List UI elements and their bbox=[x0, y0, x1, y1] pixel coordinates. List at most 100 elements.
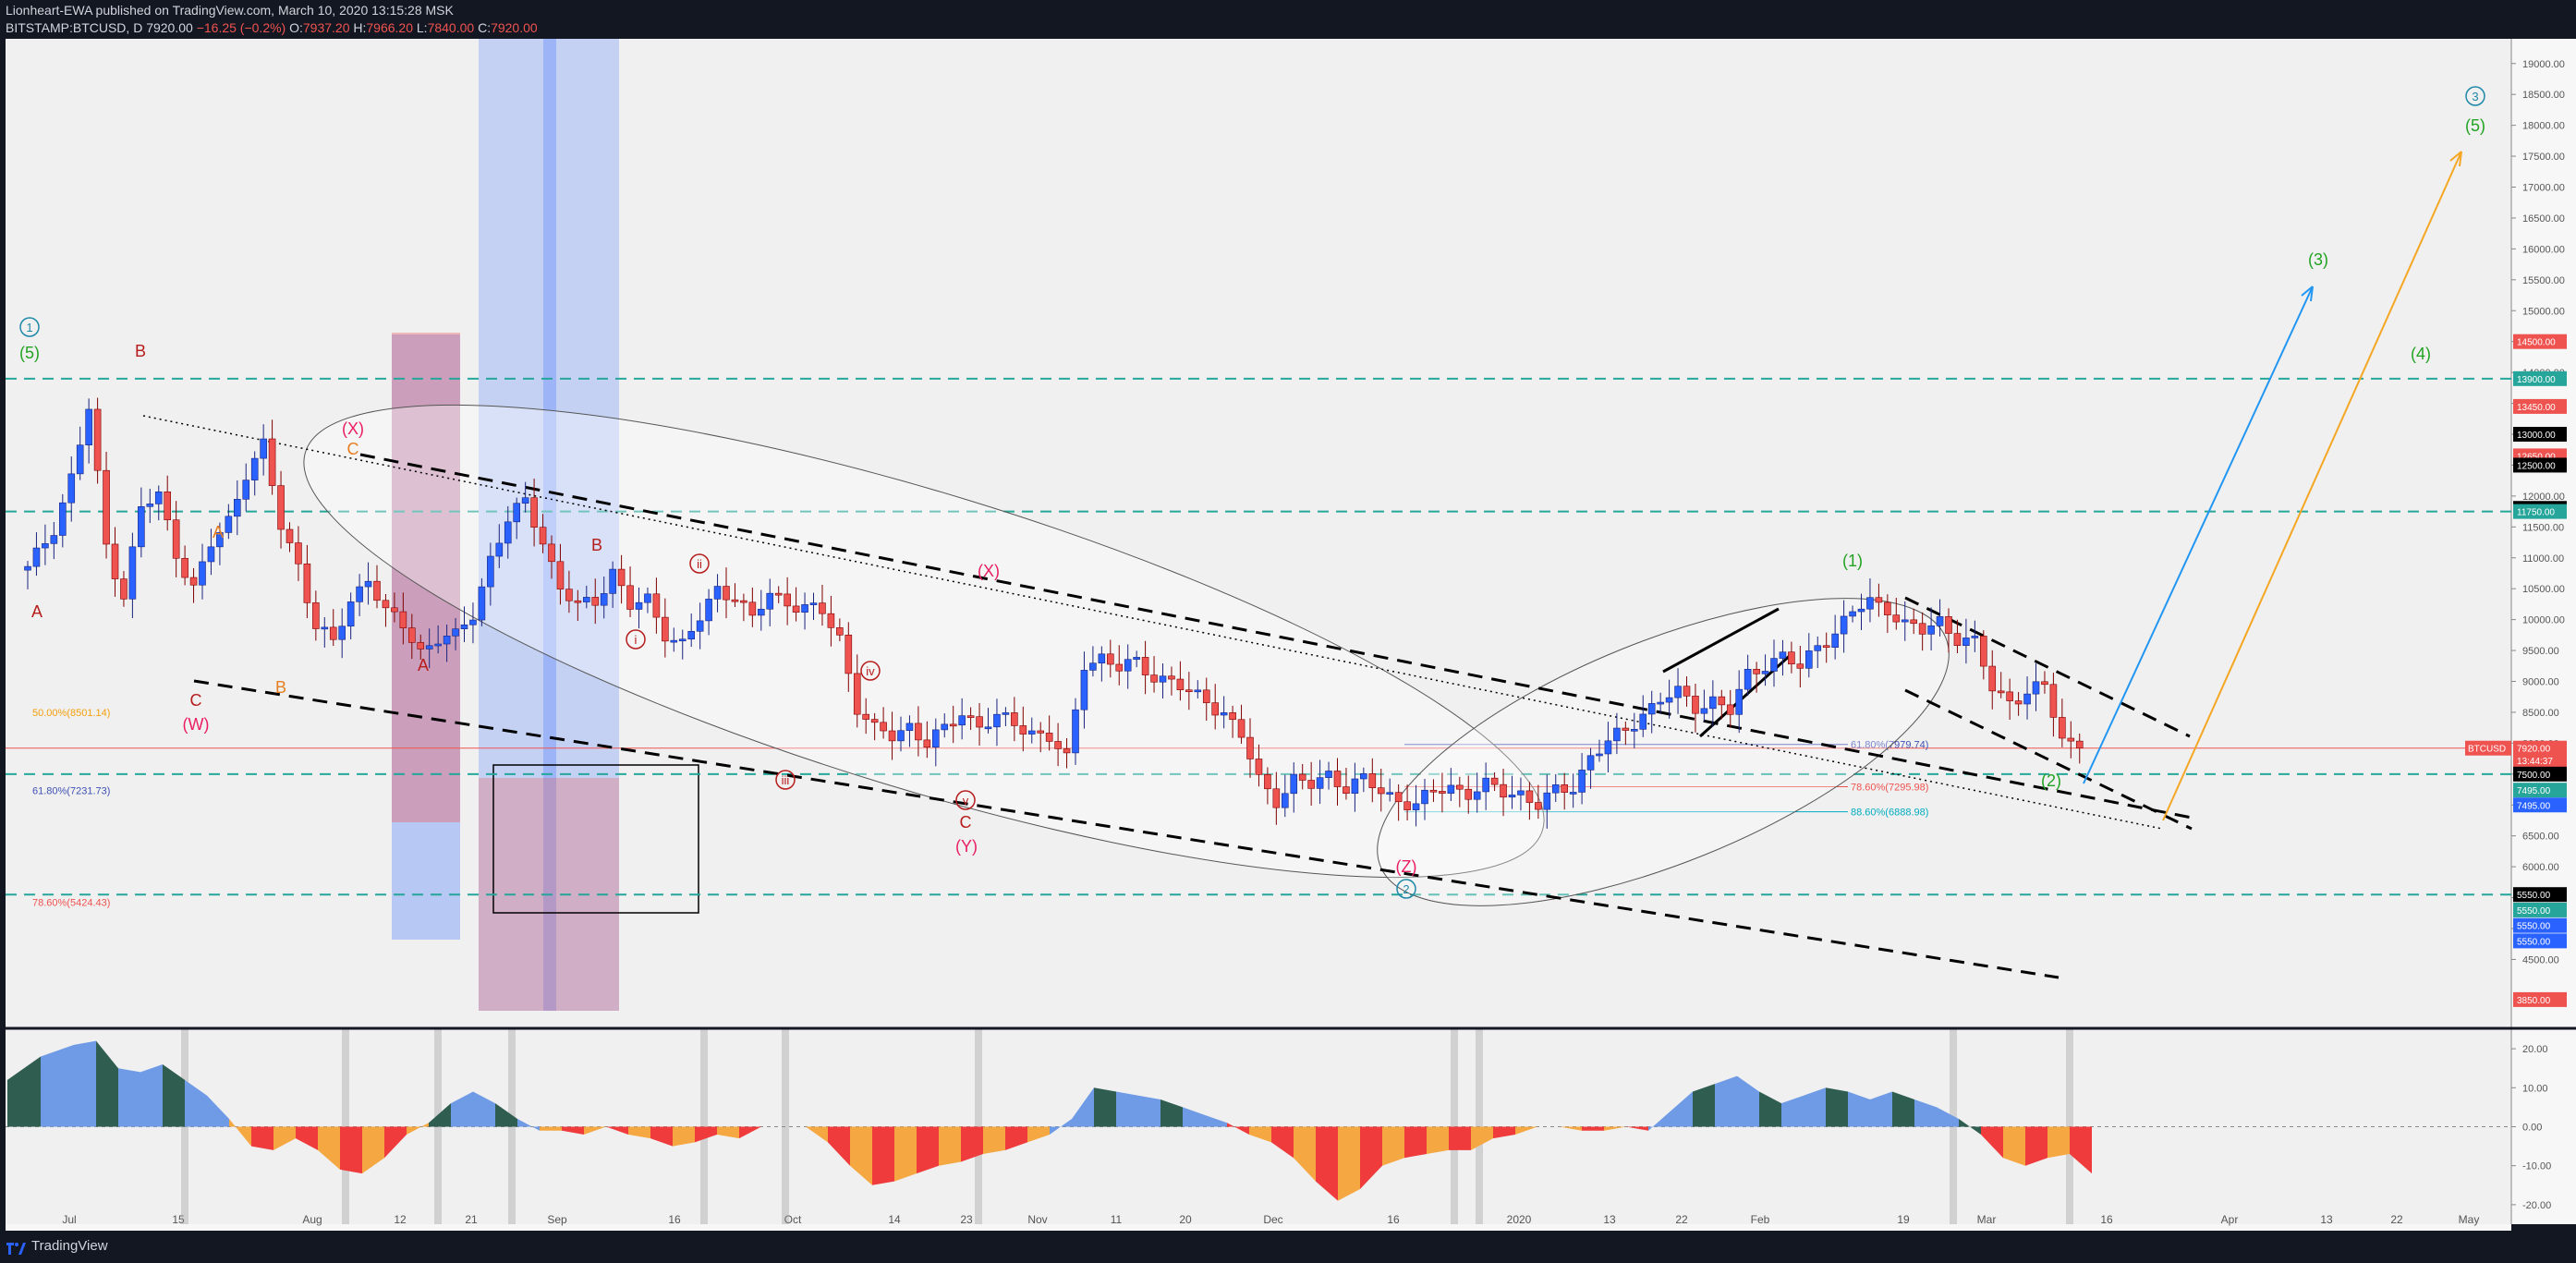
price-tick-label: 18500.00 bbox=[2522, 90, 2565, 101]
oscillator-area bbox=[140, 1063, 163, 1127]
candle-body bbox=[2006, 691, 2013, 701]
price-tick-label: 19000.00 bbox=[2522, 59, 2565, 70]
candle-body bbox=[1945, 616, 1952, 634]
candle-body bbox=[1657, 701, 1664, 705]
wave-label-circle bbox=[775, 770, 796, 790]
price-badge-text: 5550.00 bbox=[2517, 906, 2551, 917]
candle-body bbox=[1604, 740, 1612, 755]
price-badge bbox=[2513, 887, 2567, 903]
time-tick-label: 22 bbox=[1675, 1213, 1688, 1226]
oscillator-area bbox=[1338, 1126, 1360, 1201]
wave-ellipse-wxy bbox=[303, 404, 1545, 879]
oscillator-area bbox=[384, 1126, 407, 1159]
price-badge bbox=[2513, 933, 2567, 949]
time-tick-label: 20 bbox=[1179, 1213, 1192, 1226]
price-badge-text: 5550.00 bbox=[2517, 891, 2551, 901]
falling-channel-lower bbox=[1904, 688, 2193, 831]
candle-body bbox=[1307, 780, 1315, 789]
time-tick-label: May bbox=[2459, 1213, 2480, 1226]
candle-body bbox=[216, 532, 224, 548]
oscillator-area bbox=[1914, 1099, 1937, 1127]
oscillator-area bbox=[207, 1095, 229, 1127]
candle-body bbox=[67, 473, 76, 504]
time-tick-label: 11 bbox=[1111, 1213, 1123, 1226]
candle-body bbox=[757, 608, 765, 616]
candle-body bbox=[897, 730, 905, 742]
candle-body bbox=[164, 492, 171, 521]
wave-ellipse-leading bbox=[1377, 598, 1950, 906]
wave-label: iii bbox=[782, 773, 790, 787]
oscillator-area bbox=[340, 1126, 362, 1174]
oscillator-area bbox=[41, 1044, 74, 1127]
time-zone-blue-inner bbox=[543, 39, 556, 1011]
open-label: O: bbox=[289, 20, 303, 35]
price-tick-label: 4500.00 bbox=[2522, 954, 2559, 965]
oscillator-area bbox=[1316, 1126, 1338, 1201]
oscillator-area bbox=[562, 1126, 584, 1135]
candle-body bbox=[949, 723, 957, 727]
price-badge-text: 13000.00 bbox=[2517, 431, 2556, 441]
fib-level-label: 78.60%(7295.98) bbox=[1851, 782, 1928, 793]
symbol-ohlc-line: BITSTAMP:BTCUSD, D 7920.00 −16.25 (−0.2%… bbox=[6, 20, 538, 35]
wave-label: i bbox=[635, 633, 638, 647]
oscillator-area bbox=[1582, 1126, 1604, 1131]
candle-body bbox=[268, 438, 276, 486]
wave-label: (X) bbox=[978, 562, 1000, 580]
candle-body bbox=[609, 568, 616, 594]
oscillator-tick-label: -10.00 bbox=[2522, 1161, 2551, 1172]
candle-body bbox=[24, 565, 31, 571]
oscillator-area bbox=[1404, 1126, 1427, 1159]
oscillator-area bbox=[1715, 1075, 1737, 1127]
price-badge-text: 7920.00 bbox=[2517, 745, 2551, 755]
candle-body bbox=[723, 586, 730, 601]
candle-body bbox=[85, 408, 92, 445]
candle-body bbox=[154, 492, 163, 504]
wave-5-arrowhead bbox=[2449, 151, 2462, 167]
candle-body bbox=[250, 457, 259, 480]
price-badge-text: 5550.00 bbox=[2517, 922, 2551, 932]
wave-label: (4) bbox=[2411, 345, 2431, 363]
chart-canvas[interactable]: 4500.005000.005500.006000.006500.007000.… bbox=[0, 39, 2576, 1231]
price-badge-text: 12650.00 bbox=[2517, 452, 2556, 462]
wave-label: (W) bbox=[183, 715, 210, 734]
wave-label: B bbox=[591, 536, 602, 554]
wave-label: (Z) bbox=[1396, 857, 1417, 876]
footer-bar: TradingView bbox=[0, 1231, 2576, 1263]
footer-brand[interactable]: TradingView bbox=[31, 1238, 108, 1254]
candle-body bbox=[1072, 709, 1079, 754]
symbol-name[interactable]: BITSTAMP:BTCUSD, D bbox=[6, 20, 143, 35]
oscillator-area bbox=[1493, 1126, 1515, 1139]
wave-label: 1 bbox=[26, 321, 32, 334]
price-axis-background bbox=[2511, 39, 2576, 1224]
candle-body bbox=[853, 673, 861, 715]
candle-body bbox=[1822, 645, 1830, 649]
candle-body bbox=[1647, 703, 1656, 715]
candle-body bbox=[1360, 773, 1367, 780]
candle-body bbox=[1665, 697, 1673, 703]
fib-level-label: 61.80%(7979.74) bbox=[1851, 740, 1928, 751]
fib-level-label: 50.00%(8501.14) bbox=[32, 708, 110, 719]
time-tick-label: 12 bbox=[394, 1213, 407, 1226]
price-badge bbox=[2513, 797, 2567, 813]
candle-body bbox=[626, 585, 634, 610]
price-tick-label: 15500.00 bbox=[2522, 275, 2565, 286]
candle-body bbox=[1045, 733, 1053, 742]
chart-header: Lionheart-EWA published on TradingView.c… bbox=[0, 0, 2576, 39]
oscillator-area bbox=[1804, 1087, 1826, 1127]
candle-body bbox=[1805, 650, 1813, 669]
time-tick-label: Jul bbox=[62, 1213, 76, 1226]
oscillator-area bbox=[1183, 1107, 1205, 1127]
candle-body bbox=[146, 504, 154, 507]
time-tick-label: Sep bbox=[547, 1213, 567, 1226]
wave-label: C bbox=[960, 813, 972, 832]
oscillator-area bbox=[273, 1126, 296, 1150]
candle-body bbox=[1456, 784, 1464, 790]
candle-body bbox=[2059, 717, 2066, 739]
price-tick-label: 17000.00 bbox=[2522, 183, 2565, 194]
candle-body bbox=[407, 627, 416, 643]
candle-body bbox=[1674, 686, 1682, 698]
tradingview-logo-icon[interactable] bbox=[6, 1237, 26, 1256]
candle-body bbox=[556, 561, 565, 589]
candle-body bbox=[521, 497, 529, 504]
candle-body bbox=[1988, 665, 1997, 692]
